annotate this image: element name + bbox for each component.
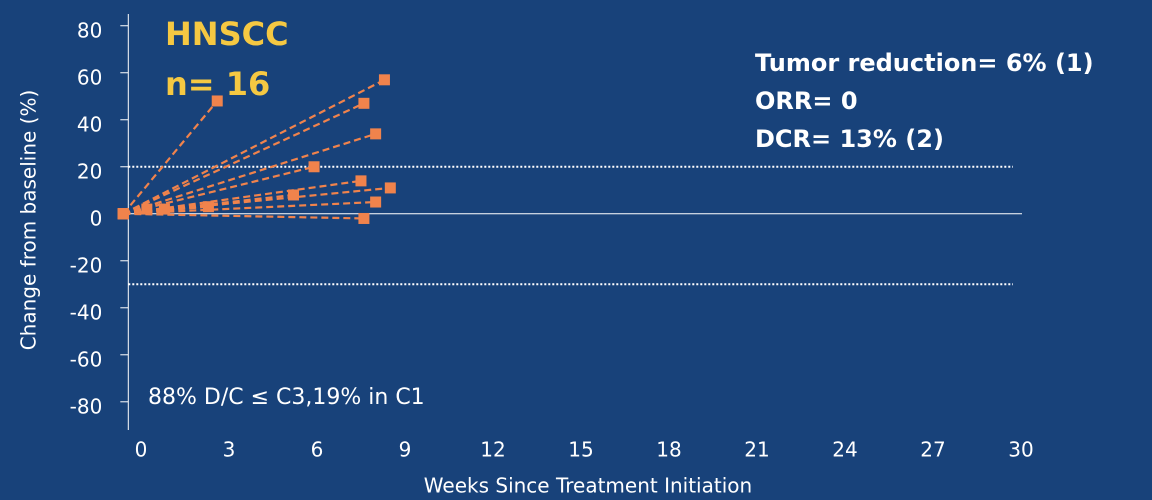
y-tick-label: 60 — [77, 65, 102, 89]
x-tick-label: 27 — [920, 438, 945, 462]
series-line — [122, 102, 365, 215]
data-point — [158, 203, 170, 215]
data-point — [384, 182, 396, 194]
y-tick-label: 0 — [90, 206, 103, 230]
x-tick-label: 9 — [399, 438, 412, 462]
series-line — [123, 212, 364, 220]
y-tick-label: 20 — [77, 159, 102, 183]
data-point — [378, 74, 390, 86]
y-tick-label: 40 — [77, 112, 102, 136]
footnote: 88% D/C ≤ C3,19% in C1 — [148, 385, 425, 410]
series-line — [123, 205, 209, 215]
x-tick-label: 24 — [832, 438, 857, 462]
data-point — [141, 203, 153, 215]
series-line — [123, 200, 376, 215]
x-tick-label: 21 — [744, 438, 769, 462]
series-line — [122, 78, 385, 215]
x-tick-label: 12 — [480, 438, 505, 462]
data-point — [358, 97, 370, 109]
annotation: DCR= 13% (2) — [755, 125, 944, 153]
series-line — [122, 100, 219, 215]
y-tick-label: -40 — [70, 300, 103, 324]
data-point — [117, 208, 129, 220]
annotation: ORR= 0 — [755, 87, 858, 115]
data-point — [211, 95, 223, 107]
x-tick-label: 18 — [656, 438, 681, 462]
data-point — [288, 189, 300, 201]
x-axis-label: Weeks Since Treatment Initiation — [424, 474, 752, 498]
series-line — [123, 132, 376, 215]
y-tick-label: 80 — [77, 18, 102, 42]
data-point — [308, 161, 320, 173]
y-axis-label: Change from baseline (%) — [17, 90, 41, 351]
data-point — [202, 201, 214, 213]
y-tick-label: -80 — [70, 394, 103, 418]
chart-title: HNSCC — [165, 15, 289, 53]
x-tick-label: 0 — [135, 438, 148, 462]
x-tick-label: 3 — [223, 438, 236, 462]
data-point — [370, 196, 382, 208]
annotation: Tumor reduction= 6% (1) — [755, 49, 1094, 77]
x-tick-label: 15 — [568, 438, 593, 462]
y-tick-label: -60 — [70, 347, 103, 371]
data-point — [358, 212, 370, 224]
x-tick-label: 6 — [311, 438, 324, 462]
data-point — [370, 128, 382, 140]
y-tick-label: -20 — [70, 253, 103, 277]
data-point — [355, 175, 367, 187]
x-tick-label: 30 — [1008, 438, 1033, 462]
